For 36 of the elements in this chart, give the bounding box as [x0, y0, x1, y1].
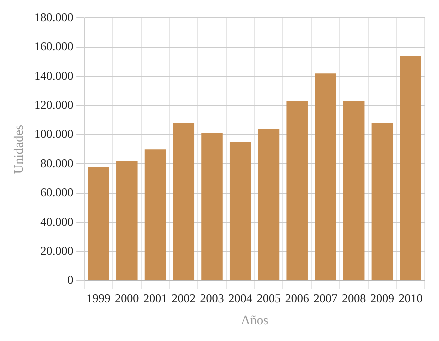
x-tick-label: 1999 [86, 291, 111, 306]
bar [286, 101, 308, 280]
y-tick-label: 100.000 [34, 127, 74, 142]
bar [202, 134, 223, 280]
x-axis-title: Años [241, 312, 269, 328]
y-tick-label: 180.000 [34, 10, 74, 24]
bar [230, 142, 252, 280]
y-tick-label: 20.000 [40, 244, 74, 258]
bar [343, 101, 365, 280]
y-tick-label: 140.000 [34, 68, 74, 83]
x-tick-label: 2001 [144, 291, 168, 306]
y-tick-label: 160.000 [34, 40, 74, 54]
x-tick-label: 2004 [228, 291, 253, 306]
x-tick-label: 2002 [172, 291, 196, 306]
y-tick-label: 0 [68, 273, 74, 288]
y-axis-title: Unidades [11, 125, 26, 174]
bar [173, 123, 195, 280]
x-tick-label: 2006 [285, 291, 310, 306]
y-tick-label: 120.000 [34, 98, 74, 112]
x-tick-label: 2003 [200, 291, 224, 306]
x-tick-label: 2010 [398, 291, 423, 306]
y-tick-label: 80.000 [40, 156, 74, 170]
bar [258, 129, 280, 280]
y-tick-label: 40.000 [40, 214, 74, 229]
x-tick-label: 2008 [342, 291, 366, 306]
bar [116, 161, 138, 280]
bar [144, 150, 166, 280]
bar [88, 167, 110, 280]
bar [372, 123, 394, 280]
x-tick-label: 2009 [370, 291, 394, 306]
x-tick-label: 2007 [314, 291, 338, 306]
x-tick-label: 2005 [256, 291, 281, 306]
bar [400, 56, 422, 280]
y-tick-label: 60.000 [40, 186, 74, 200]
bar [315, 74, 336, 280]
x-tick-label: 2000 [115, 291, 140, 306]
